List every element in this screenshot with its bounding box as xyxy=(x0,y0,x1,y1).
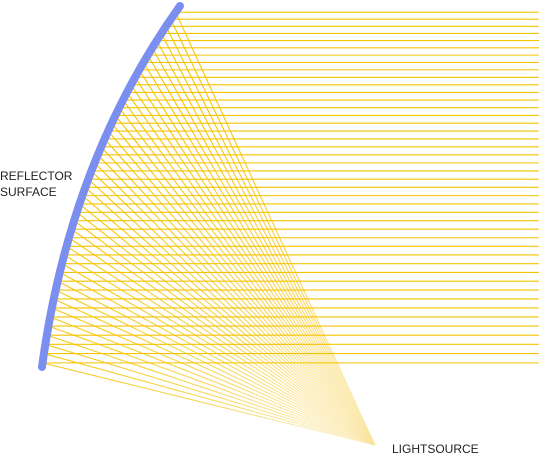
incident-ray xyxy=(84,186,376,446)
incident-ray xyxy=(130,84,376,446)
incident-ray xyxy=(147,54,376,446)
incident-ray xyxy=(104,138,376,446)
incident-ray xyxy=(97,154,376,446)
incident-ray xyxy=(134,77,376,446)
incident-ray xyxy=(71,228,376,446)
incident-ray xyxy=(49,316,376,446)
incident-ray xyxy=(118,107,376,446)
incident-ray xyxy=(43,353,376,446)
incident-ray xyxy=(48,325,376,446)
incident-ray xyxy=(126,92,376,446)
incident-ray xyxy=(165,26,376,446)
incident-ray xyxy=(45,343,376,446)
incident-ray xyxy=(170,18,376,446)
incident-ray xyxy=(107,130,376,446)
reflector-surface xyxy=(38,2,184,371)
incident-ray xyxy=(138,69,376,446)
incident-ray xyxy=(59,271,376,446)
incident-ray xyxy=(142,62,376,446)
incident-ray xyxy=(63,254,376,446)
incident-ray xyxy=(42,362,376,446)
incident-ray xyxy=(53,298,376,446)
light-rays xyxy=(42,11,539,446)
incident-ray xyxy=(66,245,376,446)
incident-ray xyxy=(114,115,376,446)
incident-ray xyxy=(79,203,376,446)
lightsource-label: LIGHTSOURCE xyxy=(392,442,479,456)
incident-ray xyxy=(68,237,376,446)
incident-ray xyxy=(100,146,376,446)
incident-ray xyxy=(73,220,376,446)
reflector-label-line: SURFACE xyxy=(0,185,57,199)
incident-ray xyxy=(94,162,376,446)
incident-ray xyxy=(61,263,376,446)
incident-ray xyxy=(51,307,376,446)
incident-ray xyxy=(160,33,376,446)
reflector-label-line: REFLECTOR xyxy=(0,169,73,183)
incident-ray xyxy=(81,195,376,446)
incident-ray xyxy=(76,211,376,446)
incident-ray xyxy=(87,178,376,446)
incident-ray xyxy=(111,122,376,446)
incident-ray xyxy=(55,289,376,446)
